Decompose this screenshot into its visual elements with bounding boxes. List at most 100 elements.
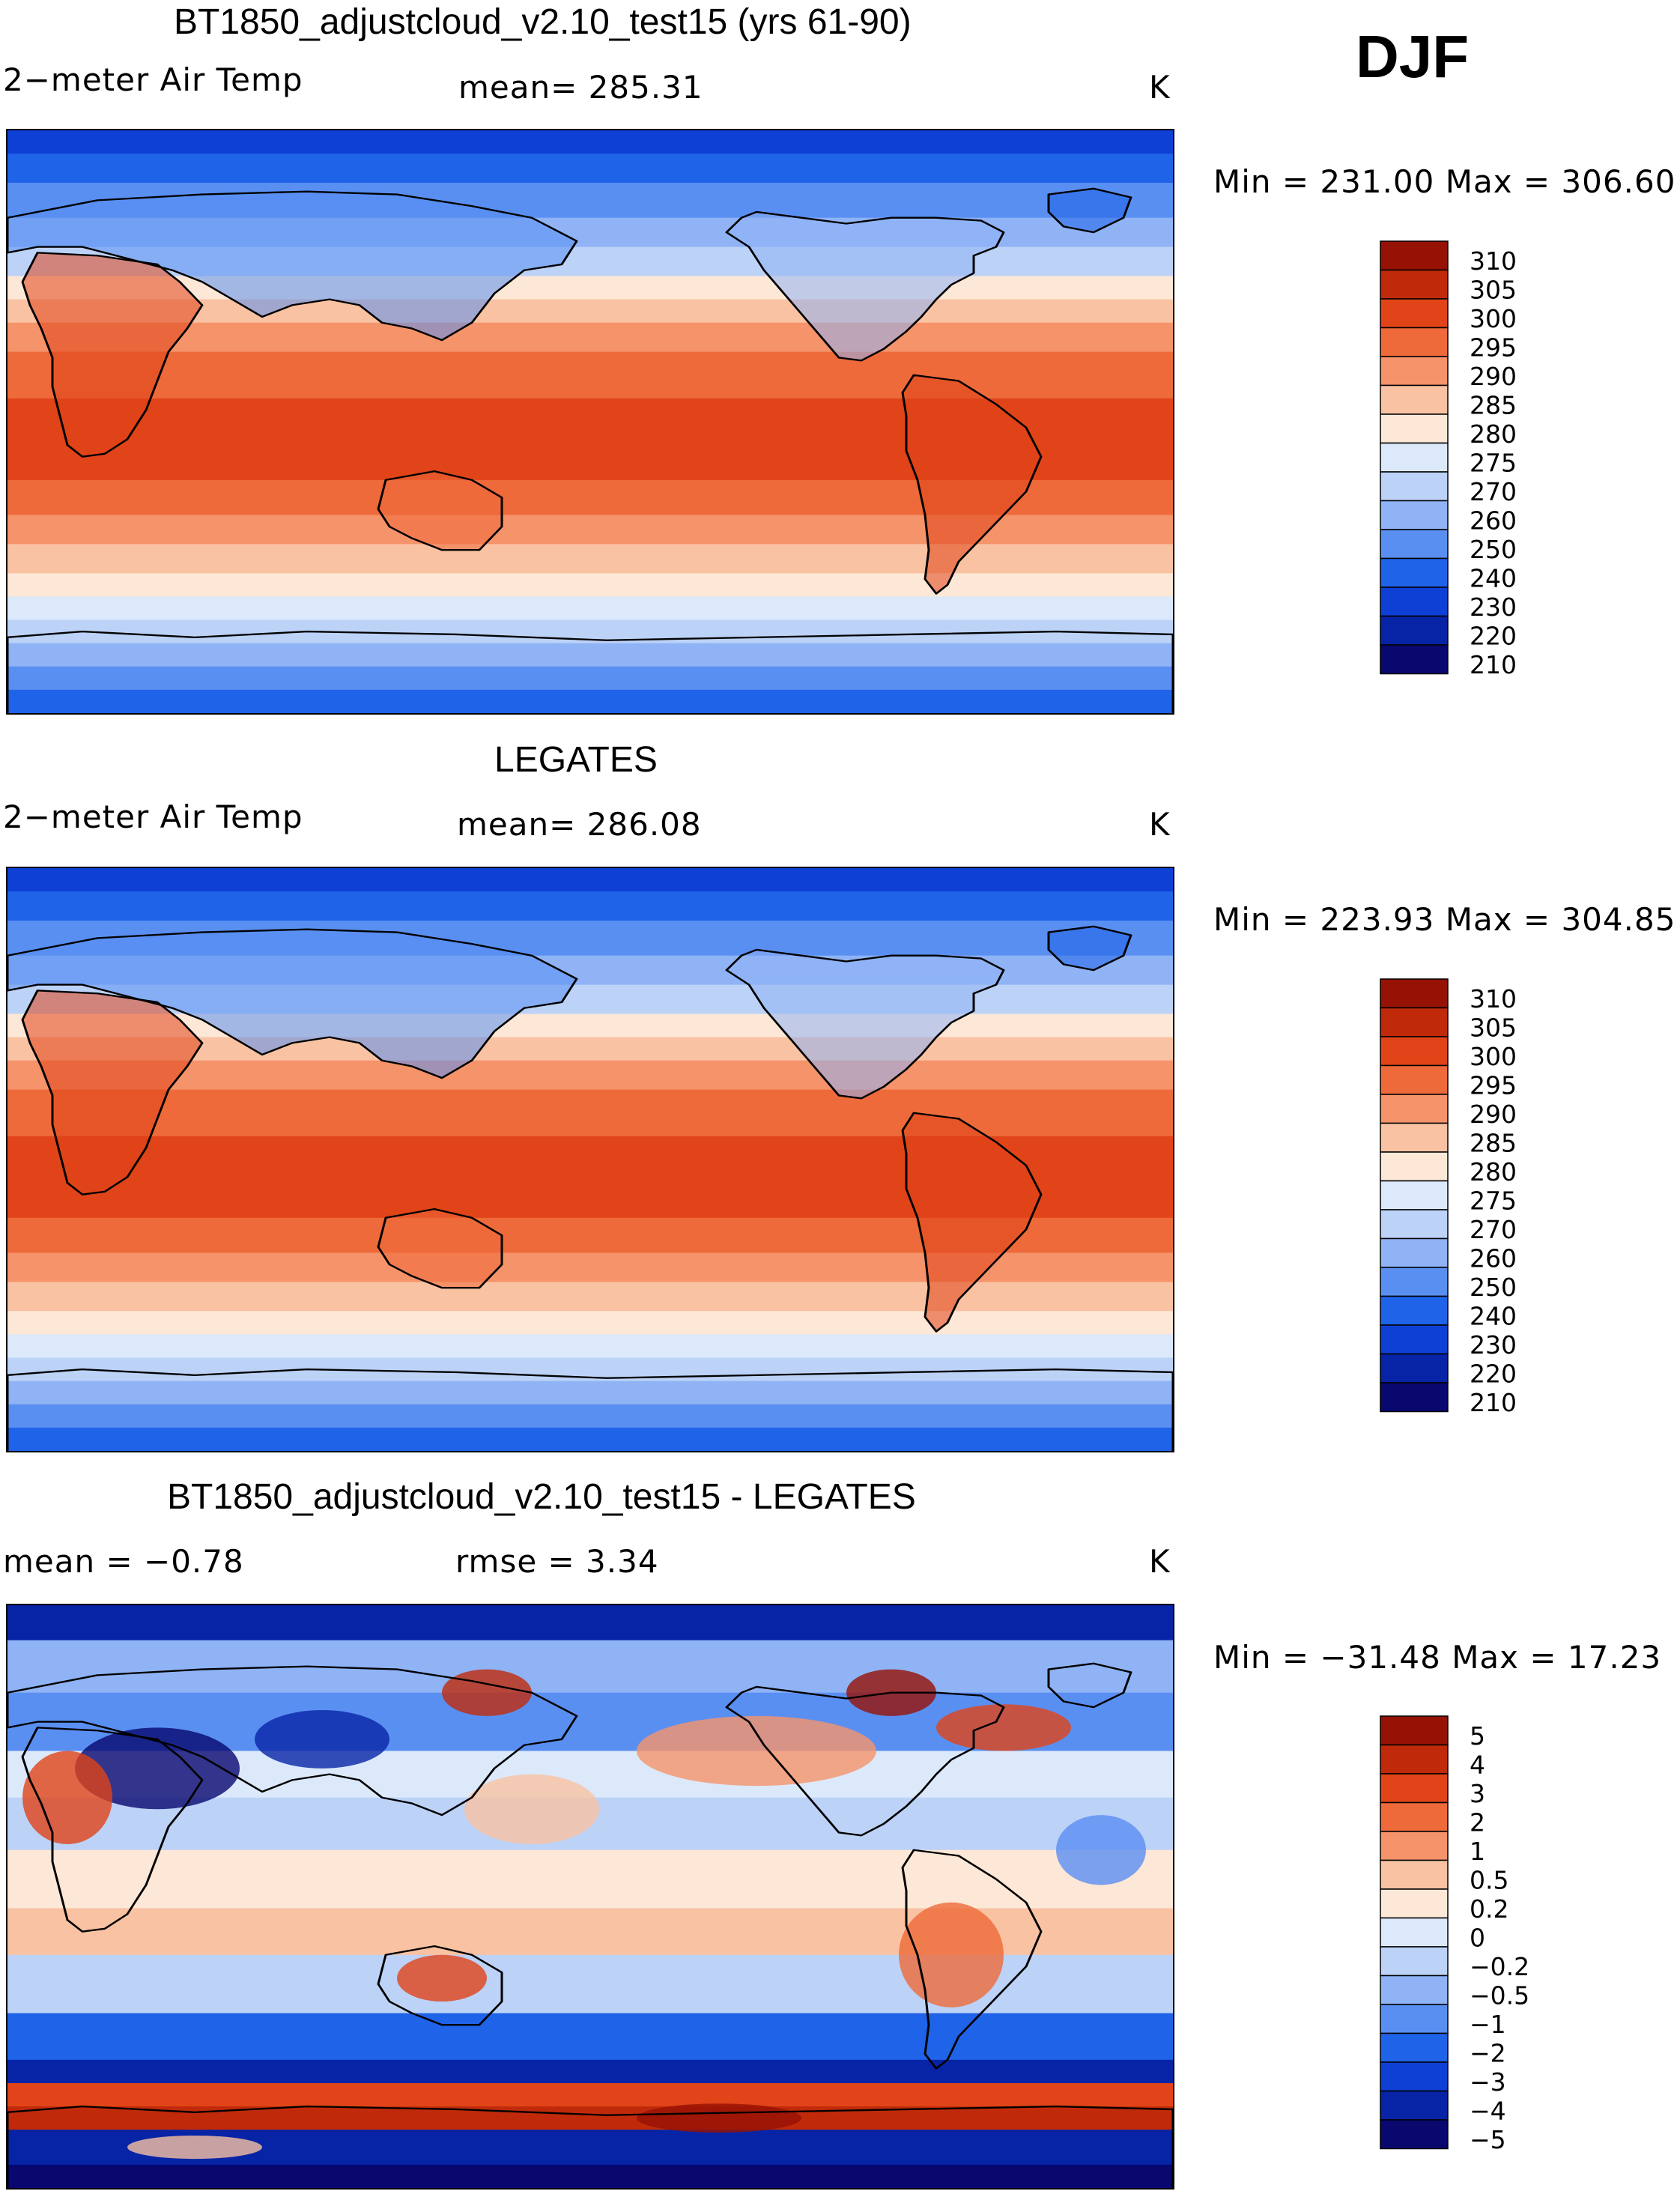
- colorbar-swatch: [1380, 240, 1449, 271]
- land-temperature-shading: [7, 929, 577, 1079]
- colorbar-tick-label: −4: [1470, 2097, 1506, 2126]
- panel-diff-title: BT1850_adjustcloud_v2.10_test15 - LEGATE…: [167, 1477, 916, 1517]
- colorbar-tick-label: 300: [1470, 304, 1517, 333]
- land-temperature-shading: [22, 990, 202, 1195]
- colorbar-tick-label: 275: [1470, 1187, 1517, 1216]
- land-temperature-shading: [378, 1209, 502, 1288]
- difference-anomaly: [75, 1727, 240, 1810]
- colorbar-tick-label: −0.5: [1470, 1981, 1529, 2010]
- difference-band: [7, 2164, 1173, 2188]
- map-svg: [7, 1605, 1173, 2188]
- temperature-band: [7, 130, 1173, 154]
- temperature-band: [7, 573, 1173, 598]
- colorbar-tick-label: 230: [1470, 1330, 1517, 1360]
- panel-obs-title: LEGATES: [494, 740, 658, 780]
- colorbar-svg: 3103053002952902852802752702602502402302…: [1380, 240, 1517, 679]
- colorbar-tick-label: 210: [1470, 650, 1517, 679]
- land-temperature-shading: [727, 949, 1004, 1099]
- panel-diff-colorbar: 5 4 3 2 1 0.5 0.2 0 −0.2 −0.5 −1 −2 −3 −4 −5: [1380, 1715, 1552, 2154]
- panel-model-variable: 2−meter Air Temp: [3, 61, 303, 98]
- colorbar-tick-label: 310: [1470, 984, 1517, 1013]
- colorbar-tick-label: 280: [1470, 419, 1517, 449]
- panel-obs-mean: mean= 286.08: [457, 806, 702, 843]
- colorbar-swatch: [1380, 1744, 1449, 1775]
- coastline-northAmerica: [725, 948, 1005, 1100]
- colorbar-tick-label: −1: [1470, 2010, 1506, 2039]
- panel-model-map: [6, 129, 1174, 715]
- difference-anomaly: [637, 1715, 876, 1787]
- colorbar-tick-label: 4: [1470, 1751, 1485, 1780]
- colorbar-tick-label: 0.5: [1470, 1866, 1508, 1895]
- colorbar-swatch: [1380, 1859, 1449, 1890]
- colorbar-tick-label: 300: [1470, 1042, 1517, 1071]
- land-temperature-shading: [22, 252, 202, 457]
- colorbar-tick-label: 295: [1470, 1071, 1517, 1100]
- land-temperature-shading: [1049, 188, 1131, 233]
- colorbar-swatch: [1380, 1917, 1449, 1948]
- temperature-band: [7, 666, 1173, 691]
- map-svg: [7, 130, 1173, 713]
- colorbar-swatch: [1380, 1975, 1449, 2005]
- colorbar-tick-label: 210: [1470, 1388, 1517, 1417]
- difference-anomaly: [899, 1902, 1004, 2007]
- coastline-outlines: [7, 1662, 1173, 2188]
- difference-band: [7, 2013, 1173, 2061]
- colorbar-swatch: [1380, 2032, 1449, 2063]
- land-temperature-shading: [7, 191, 577, 341]
- difference-anomaly: [397, 1954, 487, 2002]
- coastline-africa: [21, 252, 204, 458]
- colorbar-tick-label: 270: [1470, 477, 1517, 506]
- panel-model-title: BT1850_adjustcloud_v2.10_test15 (yrs 61-…: [174, 2, 912, 42]
- temperature-band: [7, 1404, 1173, 1428]
- land-temperature-shading: [378, 471, 502, 551]
- colorbar-tick-label: 3: [1470, 1779, 1485, 1808]
- colorbar-tick-label: −2: [1470, 2039, 1506, 2068]
- colorbar-tick-label: 285: [1470, 391, 1517, 420]
- colorbar-swatch: [1380, 471, 1449, 502]
- colorbar-tick-label: 2: [1470, 1808, 1485, 1837]
- panel-diff-units: K: [1149, 1543, 1171, 1580]
- coastline-greenland: [1047, 1662, 1132, 1709]
- colorbar-tick-label: 305: [1470, 276, 1517, 305]
- panel-model-minmax: Min = 231.00 Max = 306.60: [1213, 163, 1676, 200]
- difference-anomaly: [637, 2103, 801, 2133]
- coastline-eurasia: [7, 928, 578, 1079]
- colorbar-tick-label: 285: [1470, 1129, 1517, 1158]
- difference-anomaly: [936, 1704, 1071, 1751]
- temperature-band: [7, 1282, 1173, 1312]
- temperature-band: [7, 689, 1173, 713]
- colorbar-swatch: [1380, 500, 1449, 530]
- temperature-band: [7, 1381, 1173, 1405]
- colorbar-swatch: [1380, 356, 1449, 387]
- colorbar-swatch: [1380, 327, 1449, 357]
- colorbar-swatch: [1380, 557, 1449, 588]
- difference-anomaly: [127, 2135, 262, 2160]
- coastline-eurasia: [7, 1665, 578, 1816]
- temperature-band: [7, 596, 1173, 621]
- coastline-southAmerica: [901, 374, 1043, 595]
- temperature-band: [7, 868, 1173, 892]
- coastline-southAmerica: [901, 1112, 1043, 1333]
- colorbar-tick-label: 305: [1470, 1013, 1517, 1043]
- colorbar-swatch: [1380, 1831, 1449, 1861]
- colorbar-tick-label: −0.2: [1470, 1952, 1529, 1981]
- colorbar-swatch: [1380, 615, 1449, 646]
- colorbar-swatch: [1380, 1180, 1449, 1210]
- temperature-band: [7, 643, 1173, 667]
- colorbar-tick-label: 240: [1470, 564, 1517, 593]
- colorbar-swatch: [1380, 384, 1449, 415]
- temperature-band: [7, 1089, 1173, 1137]
- difference-anomaly: [255, 1710, 389, 1769]
- difference-band: [7, 2082, 1173, 2107]
- colorbar-swatch: [1380, 1267, 1449, 1297]
- colorbar-swatch: [1380, 1801, 1449, 1832]
- colorbar-swatch: [1380, 1151, 1449, 1182]
- colorbar-tick-label: 250: [1470, 535, 1517, 564]
- colorbar-swatch: [1380, 1353, 1449, 1384]
- temperature-band: [7, 1427, 1173, 1451]
- coastline-antarctica: [7, 2105, 1173, 2188]
- colorbar-swatch: [1380, 2119, 1449, 2150]
- colorbar-tick-label: 290: [1470, 1100, 1517, 1129]
- colorbar-tick-label: −3: [1470, 2067, 1506, 2097]
